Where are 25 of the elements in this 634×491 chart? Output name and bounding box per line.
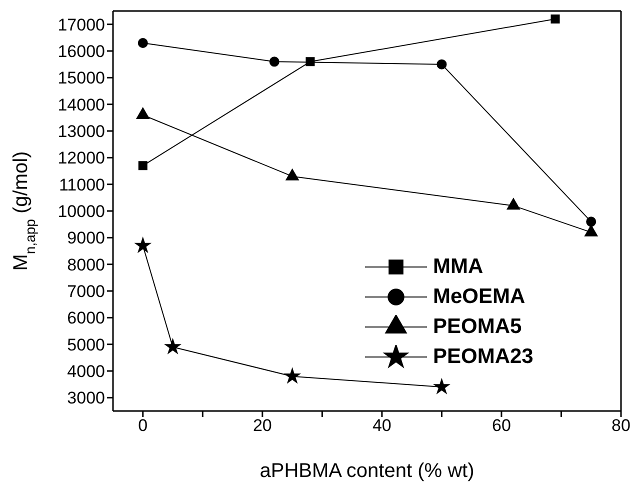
x-tick-label: 60 [492,416,511,436]
y-tick-label: 17000 [58,15,105,34]
x-tick-label: 20 [252,416,272,436]
legend-label: MMA [433,255,484,279]
y-tick-label: 9000 [67,228,105,248]
y-tick-label: 10000 [58,202,105,222]
y-tick-label: 6000 [67,308,105,328]
y-tick-label: 12000 [58,148,105,168]
legend-label: PEOMA5 [433,315,522,339]
y-tick-label: 16000 [58,42,105,62]
y-tick-label: 8000 [67,255,105,274]
y-tick-label: 4000 [67,362,105,382]
y-tick-label: 11000 [58,175,105,194]
y-tick-label: 5000 [67,335,105,354]
x-tick-label: 40 [372,416,392,436]
y-tick-label: 3000 [67,388,105,408]
y-tick-label: 7000 [67,282,105,302]
x-tick-label: 80 [612,416,630,436]
y-tick-label: 14000 [58,95,105,114]
y-tick-label: 15000 [58,68,105,88]
x-axis-title: aPHBMA content (% wt) [260,460,474,482]
legend-label: PEOMA23 [433,345,534,369]
x-tick-label: 0 [138,416,148,436]
legend-label: MeOEMA [433,285,526,309]
y-tick-label: 13000 [58,122,105,142]
